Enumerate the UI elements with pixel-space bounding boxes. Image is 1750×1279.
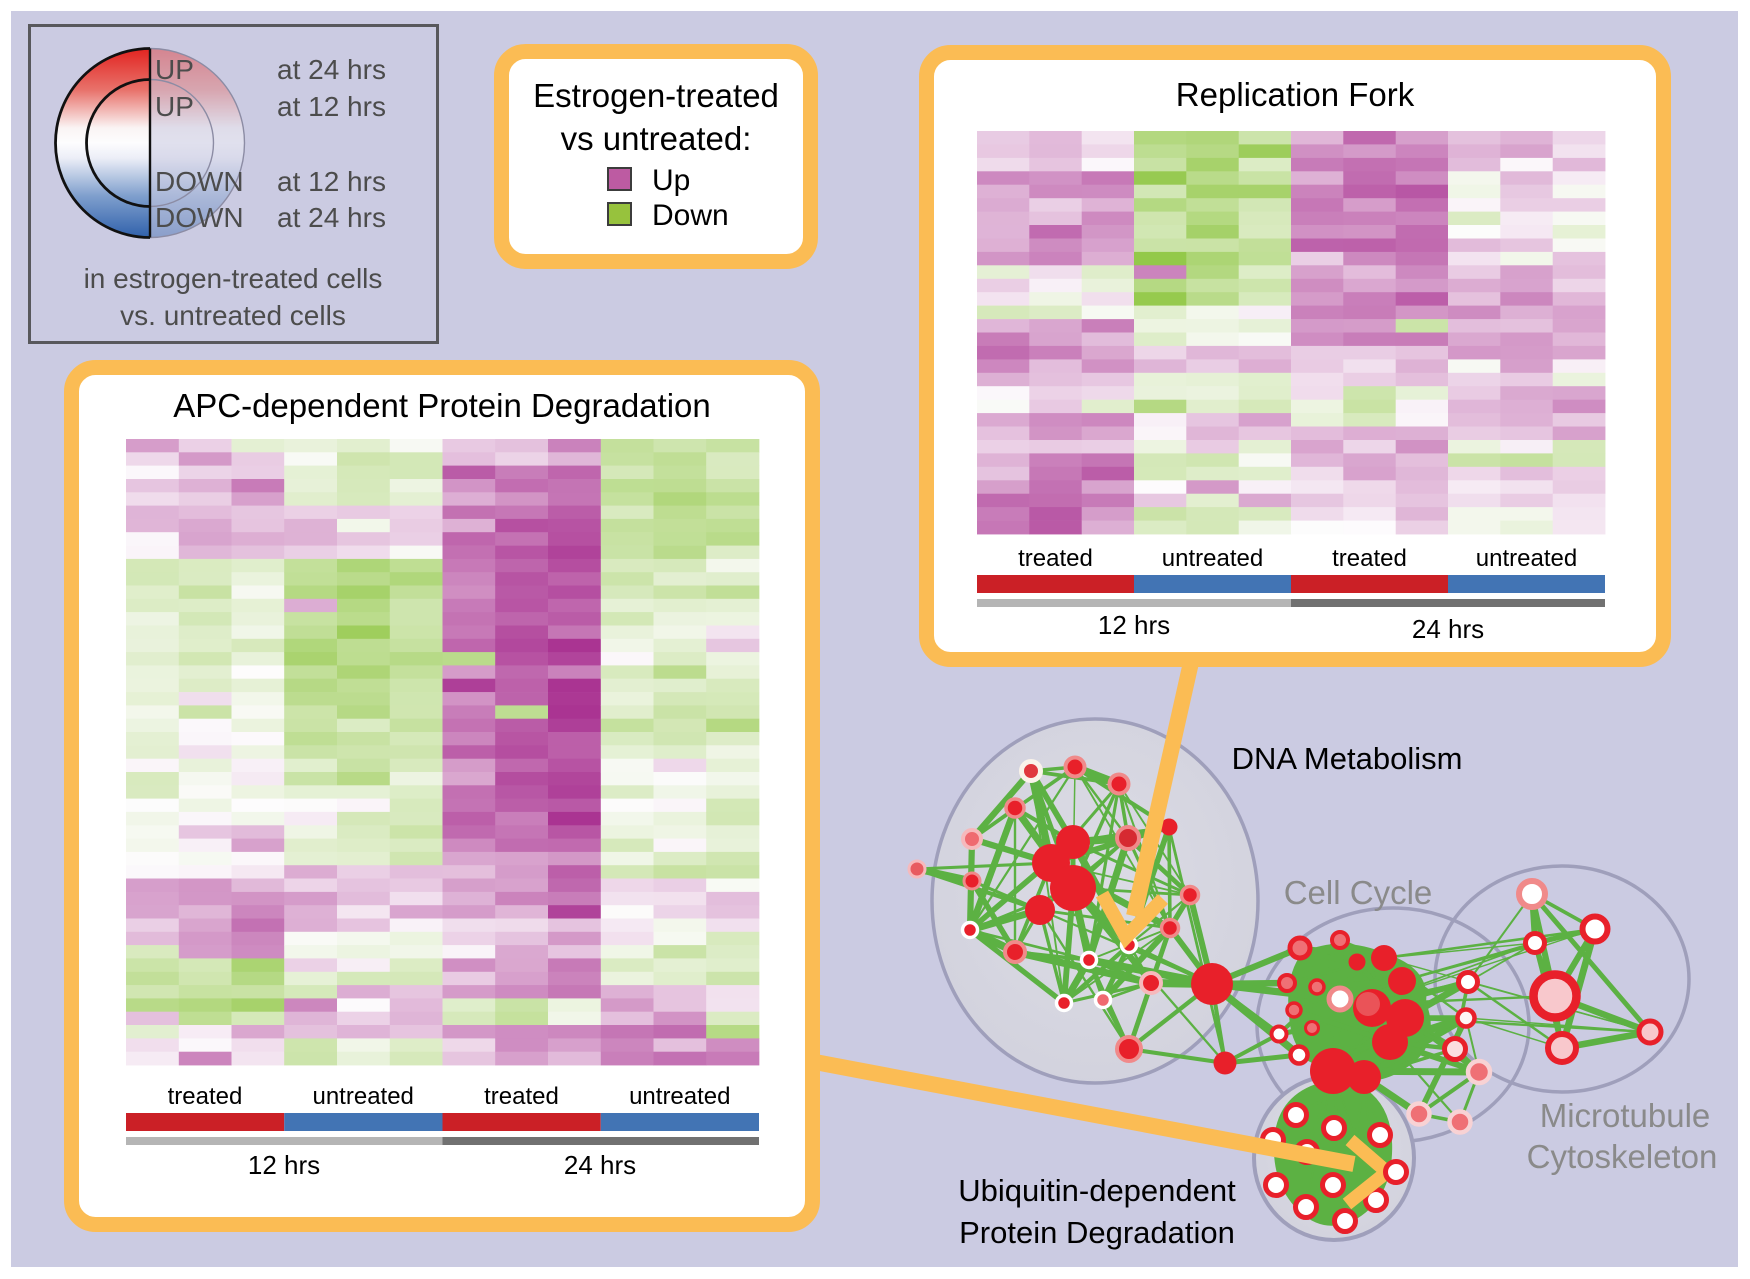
svg-text:at 24 hrs: at 24 hrs — [277, 54, 386, 85]
svg-text:24 hrs: 24 hrs — [564, 1150, 636, 1180]
svg-text:vs. untreated cells: vs. untreated cells — [120, 300, 346, 331]
svg-text:Protein Degradation: Protein Degradation — [959, 1215, 1235, 1250]
svg-text:treated: treated — [1018, 545, 1093, 572]
svg-text:24 hrs: 24 hrs — [1412, 614, 1484, 644]
svg-text:Replication Fork: Replication Fork — [1176, 76, 1415, 113]
svg-text:at 12 hrs: at 12 hrs — [277, 166, 386, 197]
svg-text:at 12 hrs: at 12 hrs — [277, 91, 386, 122]
svg-text:vs untreated:: vs untreated: — [561, 120, 752, 157]
svg-text:at 24 hrs: at 24 hrs — [277, 202, 386, 233]
svg-text:untreated: untreated — [312, 1083, 413, 1110]
svg-text:Ubiquitin-dependent: Ubiquitin-dependent — [958, 1173, 1236, 1208]
svg-text:untreated: untreated — [1476, 545, 1577, 572]
svg-text:untreated: untreated — [629, 1083, 730, 1110]
svg-text:APC-dependent Protein Degradat: APC-dependent Protein Degradation — [173, 387, 711, 424]
svg-text:Cell Cycle: Cell Cycle — [1284, 874, 1433, 911]
svg-text:Microtubule: Microtubule — [1540, 1097, 1711, 1134]
svg-text:12 hrs: 12 hrs — [248, 1150, 320, 1180]
svg-text:Down: Down — [652, 199, 729, 232]
svg-text:DNA Metabolism: DNA Metabolism — [1232, 741, 1463, 776]
svg-text:in estrogen-treated cells: in estrogen-treated cells — [84, 263, 383, 294]
svg-text:treated: treated — [484, 1083, 559, 1110]
svg-text:untreated: untreated — [1162, 545, 1263, 572]
svg-text:Up: Up — [652, 164, 690, 197]
svg-text:DOWN: DOWN — [155, 166, 244, 197]
svg-text:12 hrs: 12 hrs — [1098, 610, 1170, 640]
svg-text:treated: treated — [168, 1083, 243, 1110]
svg-text:Cytoskeleton: Cytoskeleton — [1527, 1138, 1718, 1175]
svg-text:DOWN: DOWN — [155, 202, 244, 233]
svg-text:treated: treated — [1332, 545, 1407, 572]
svg-text:UP: UP — [155, 54, 194, 85]
svg-text:UP: UP — [155, 91, 194, 122]
svg-text:Estrogen-treated: Estrogen-treated — [533, 77, 779, 114]
